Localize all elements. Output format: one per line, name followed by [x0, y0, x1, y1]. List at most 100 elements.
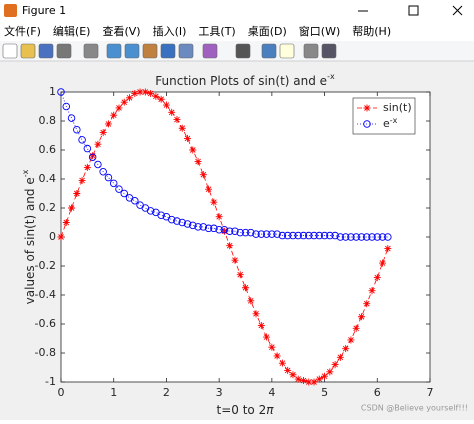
tool-button[interactable]: [56, 43, 72, 59]
marker-asterisk: [78, 176, 86, 184]
y-label-text: values of sin(t) and e: [23, 177, 37, 304]
x-tick-label: 6: [374, 386, 381, 399]
marker-circle: [178, 218, 186, 227]
marker-asterisk: [83, 163, 91, 171]
tool-button[interactable]: [261, 43, 277, 59]
marker-asterisk: [315, 375, 323, 383]
marker-circle: [305, 231, 313, 240]
marker-circle: [347, 233, 355, 241]
tool-button[interactable]: [106, 43, 122, 59]
chart-title: Function Plots of sin(t) and e-x: [155, 72, 335, 88]
marker-circle: [252, 230, 260, 238]
marker-circle: [104, 173, 113, 182]
toolbar-icons: [2, 43, 337, 59]
menu-item[interactable]: 桌面(D): [248, 25, 287, 38]
marker-circle: [146, 207, 155, 215]
tool-button[interactable]: [178, 43, 194, 59]
tool-button[interactable]: [160, 43, 176, 59]
marker-asterisk: [257, 321, 265, 329]
marker-asterisk: [178, 124, 186, 132]
menu-item[interactable]: 帮助(H): [352, 24, 391, 38]
tool-button[interactable]: [20, 43, 36, 59]
x-tick-label: 2: [163, 386, 170, 399]
menu-item[interactable]: 工具(T): [198, 25, 235, 38]
close-button[interactable]: [452, 5, 463, 16]
axes: [60, 91, 431, 383]
marker-circle: [215, 225, 223, 234]
marker-circle: [373, 233, 382, 241]
marker-asterisk: [384, 245, 392, 253]
marker-circle: [220, 225, 229, 234]
marker-asterisk: [284, 366, 292, 374]
y-tick-label: 0: [49, 230, 56, 243]
marker-asterisk: [357, 313, 365, 321]
marker-circle: [352, 233, 360, 241]
marker-asterisk: [194, 158, 202, 166]
marker-circle: [225, 227, 234, 235]
menu: 文件(F) 编辑(E) 查看(V) 插入(I) 工具(T) 桌面(D) 窗口(W) 帮助(H): [4, 24, 391, 38]
marker-circle: [204, 224, 213, 233]
marker-asterisk: [110, 111, 118, 119]
marker-asterisk: [115, 104, 123, 112]
marker-asterisk: [89, 152, 97, 160]
marker-circle: [283, 231, 292, 240]
marker-circle: [315, 231, 324, 240]
tool-button[interactable]: [303, 43, 319, 59]
marker-asterisk: [215, 213, 223, 221]
title-text: Function Plots of sin(t) and e: [155, 74, 327, 88]
marker-asterisk: [299, 377, 307, 385]
marker-asterisk: [373, 274, 381, 282]
maximize-button[interactable]: [408, 5, 419, 16]
marker-asterisk: [205, 185, 213, 193]
marker-asterisk: [157, 95, 165, 103]
marker-circle: [67, 114, 76, 122]
menu-item[interactable]: 窗口(W): [299, 24, 340, 38]
marker-asterisk: [236, 271, 244, 279]
marker-asterisk: [141, 88, 149, 96]
marker-asterisk: [331, 361, 339, 369]
marker-asterisk: [152, 92, 160, 100]
title-bar: [0, 0, 474, 22]
x-tick-label: 7: [427, 386, 434, 399]
y-tick-label: 0.4: [39, 172, 57, 185]
marker-circle: [210, 224, 218, 233]
marker-asterisk: [342, 345, 350, 353]
marker-asterisk: [294, 375, 302, 383]
marker-asterisk: [310, 378, 318, 386]
marker-circle: [336, 233, 345, 241]
marker-asterisk: [184, 134, 192, 142]
marker-circle: [83, 144, 92, 153]
tool-button[interactable]: [321, 43, 337, 59]
marker-circle: [368, 233, 376, 241]
marker-circle: [99, 167, 107, 176]
legend-name: e: [383, 117, 390, 130]
tool-button[interactable]: [142, 43, 158, 59]
menu-item[interactable]: 编辑(E): [53, 24, 91, 38]
tool-button[interactable]: [202, 43, 218, 59]
marker-circle: [199, 223, 208, 231]
tool-button[interactable]: [83, 43, 99, 59]
tool-button[interactable]: [279, 43, 295, 59]
marker-asterisk: [94, 140, 102, 148]
tool-button[interactable]: [2, 43, 18, 59]
marker-asterisk: [104, 120, 112, 128]
legend-label: sin(t): [383, 101, 412, 114]
marker-asterisk: [305, 378, 313, 386]
tool-button[interactable]: [124, 43, 140, 59]
y-tick-label: 0.6: [39, 143, 57, 156]
menu-item[interactable]: 插入(I): [153, 24, 187, 38]
y-tick-label: 1: [49, 85, 56, 98]
marker-circle: [257, 230, 266, 238]
marker-circle: [384, 233, 392, 241]
marker-asterisk: [368, 287, 376, 295]
menu-item[interactable]: 查看(V): [102, 24, 140, 38]
marker-circle: [278, 231, 287, 240]
marker-circle: [115, 185, 123, 193]
marker-circle: [183, 220, 192, 228]
tool-button[interactable]: [38, 43, 54, 59]
watermark: CSDN @Believe yourself!!!: [361, 404, 468, 413]
marker-asterisk: [168, 108, 176, 116]
tool-button[interactable]: [235, 43, 251, 59]
y-tick-label: 0.2: [39, 201, 57, 214]
menu-item[interactable]: 文件(F): [4, 24, 41, 38]
